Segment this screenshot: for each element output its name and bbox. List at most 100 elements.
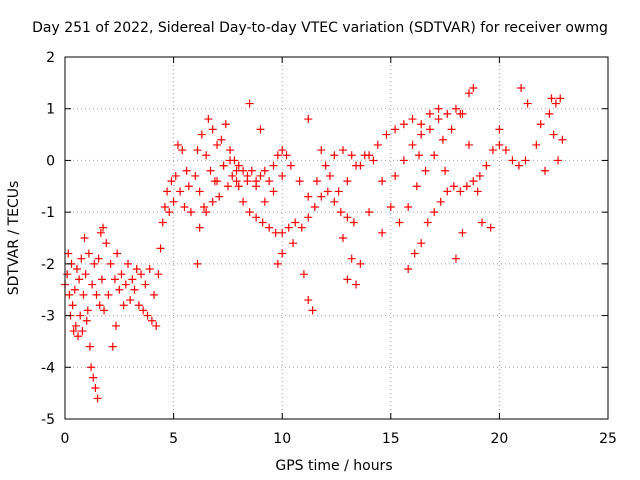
x-tick-label: 0 — [61, 431, 70, 447]
data-point — [447, 125, 456, 134]
data-point — [334, 187, 343, 196]
data-point — [215, 192, 224, 201]
data-point — [197, 130, 206, 139]
series-early-dense — [61, 223, 111, 403]
data-point — [245, 99, 254, 108]
data-point — [94, 254, 103, 263]
y-tick-label: -4 — [41, 360, 55, 376]
data-point — [289, 239, 298, 248]
data-point — [163, 187, 172, 196]
data-point — [278, 146, 287, 155]
data-point — [430, 151, 439, 160]
data-point — [404, 202, 413, 211]
data-point — [441, 166, 450, 175]
data-point — [191, 171, 200, 180]
data-point — [304, 192, 313, 201]
x-tick-label: 20 — [490, 431, 508, 447]
data-point — [532, 140, 541, 149]
data-point — [97, 275, 106, 284]
y-tick-label: -1 — [41, 205, 55, 221]
data-point — [438, 135, 447, 144]
data-point — [63, 270, 72, 279]
data-point — [343, 275, 352, 284]
data-point — [70, 285, 79, 294]
data-point — [85, 342, 94, 351]
data-point — [508, 156, 517, 165]
data-point — [273, 259, 282, 268]
data-point — [87, 363, 96, 372]
data-point — [541, 166, 550, 175]
series-arc-a — [191, 115, 291, 211]
data-point — [171, 171, 180, 180]
data-point — [386, 202, 395, 211]
data-point — [558, 135, 567, 144]
data-point — [126, 296, 135, 305]
data-point — [399, 156, 408, 165]
data-point — [82, 316, 91, 325]
data-point — [408, 140, 417, 149]
data-point — [265, 177, 274, 186]
data-point — [469, 84, 478, 93]
data-point — [408, 115, 417, 124]
data-point — [317, 146, 326, 155]
data-point — [93, 394, 102, 403]
data-point — [113, 249, 122, 258]
data-point — [295, 177, 304, 186]
data-points — [61, 84, 567, 403]
data-point — [80, 234, 89, 242]
data-point — [304, 115, 313, 124]
data-point — [150, 290, 159, 299]
data-point — [278, 249, 287, 258]
data-point — [269, 187, 278, 196]
data-point — [325, 171, 334, 180]
data-point — [69, 327, 78, 336]
data-point — [213, 140, 222, 149]
data-point — [336, 208, 345, 217]
data-point — [417, 239, 426, 248]
data-point — [160, 202, 169, 211]
plot-frame — [64, 56, 609, 420]
data-point — [425, 125, 434, 134]
data-point — [145, 265, 154, 274]
data-point — [391, 171, 400, 180]
data-point — [141, 280, 150, 289]
data-point — [239, 197, 248, 206]
data-point — [551, 99, 560, 108]
data-point — [421, 166, 430, 175]
data-point — [556, 94, 565, 103]
data-point — [165, 208, 174, 217]
data-point — [247, 166, 256, 175]
data-point — [245, 208, 254, 217]
x-tick-label: 15 — [382, 431, 400, 447]
data-point — [554, 156, 563, 165]
data-point — [193, 146, 202, 155]
series-arc-e — [391, 104, 467, 180]
data-point — [378, 177, 387, 186]
grid-lines — [65, 57, 608, 419]
data-point — [96, 228, 105, 237]
data-point — [395, 218, 404, 227]
data-point — [186, 208, 195, 217]
data-point — [128, 275, 137, 284]
data-point — [478, 218, 487, 227]
series-arc-b — [195, 156, 358, 237]
data-point — [352, 280, 361, 289]
data-point — [202, 151, 211, 160]
data-point — [382, 130, 391, 139]
data-point — [89, 373, 98, 382]
data-point — [252, 182, 261, 191]
data-point — [206, 166, 215, 175]
y-tick-label: 1 — [46, 102, 55, 118]
data-point — [273, 151, 282, 160]
data-point — [365, 208, 374, 217]
data-point — [234, 182, 243, 191]
data-point — [91, 383, 100, 392]
data-point — [79, 290, 88, 299]
data-point — [501, 146, 510, 155]
data-point — [373, 140, 382, 149]
data-point — [202, 208, 211, 217]
series-mid-dense — [104, 140, 195, 351]
data-point — [299, 270, 308, 279]
data-point — [436, 197, 445, 206]
data-point — [193, 259, 202, 268]
